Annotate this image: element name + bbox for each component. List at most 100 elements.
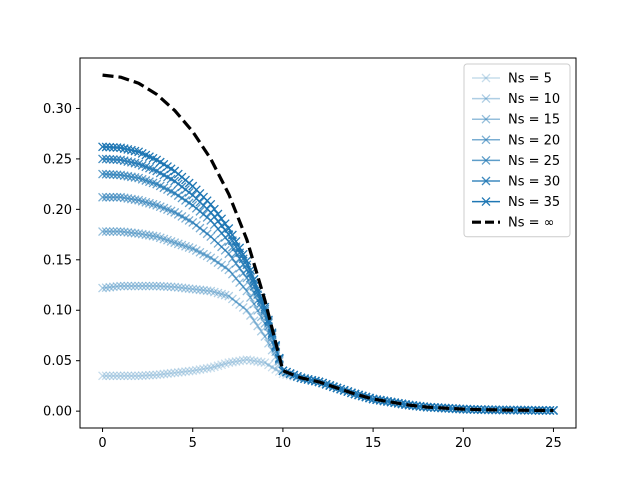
series-ns-5-point bbox=[123, 371, 133, 381]
series-ns-15-point bbox=[227, 269, 237, 279]
series-ns-5-point bbox=[137, 371, 147, 381]
series-ns-10-point bbox=[235, 300, 245, 310]
series-ns-10-point bbox=[260, 332, 270, 341]
series-ns-10-point bbox=[119, 281, 129, 291]
x-tick-label: 20 bbox=[455, 436, 472, 451]
series-ns-35-point bbox=[512, 405, 522, 415]
series-ns-35-point bbox=[368, 394, 378, 404]
series-ns-5-point bbox=[163, 369, 172, 379]
series-ns-5-point bbox=[224, 358, 234, 368]
y-tick-label: 0.10 bbox=[43, 304, 72, 319]
series-ns-35-point bbox=[415, 401, 425, 411]
series-ns-5-point bbox=[238, 355, 248, 365]
legend: Ns = 5 Ns = 10 Ns = 15 Ns = 20 Ns = 25 Ns = 3… bbox=[463, 63, 571, 238]
series-ns-10-point bbox=[98, 283, 108, 293]
series-ns-5-point bbox=[213, 361, 223, 371]
series-ns-35-point bbox=[242, 256, 252, 266]
series-ns-10-point bbox=[213, 288, 223, 298]
series-ns-10-point bbox=[256, 326, 266, 336]
series-ns-10-point bbox=[220, 290, 230, 300]
legend-marker bbox=[481, 155, 491, 165]
series-ns-10-point bbox=[137, 281, 147, 291]
axes-frame bbox=[79, 57, 577, 429]
legend-marker bbox=[481, 114, 491, 124]
series-ns-5-point bbox=[134, 371, 144, 381]
y-tick-label: 0.05 bbox=[43, 354, 72, 369]
series-ns-10-point bbox=[155, 281, 165, 291]
x-tick-label: 10 bbox=[275, 436, 292, 451]
series-ns-10-point bbox=[112, 281, 122, 291]
series-ns-25-point bbox=[105, 169, 115, 179]
series-ns-10-point bbox=[116, 281, 126, 291]
series-ns-35-point bbox=[108, 142, 118, 152]
series-ns-20-point bbox=[224, 249, 234, 259]
series-ns-5-point bbox=[166, 368, 176, 378]
series-ns-5-point bbox=[119, 371, 129, 381]
series-ns-20-point bbox=[231, 258, 241, 268]
series-ns-35-point bbox=[433, 403, 443, 413]
series-ns-5-point bbox=[231, 357, 241, 366]
series-ns-35-point bbox=[545, 405, 555, 415]
legend-marker bbox=[481, 73, 491, 83]
series-ns-5-point bbox=[271, 364, 281, 374]
series-ns-10-point bbox=[231, 297, 241, 307]
series-ns-15-point bbox=[170, 238, 180, 248]
series-ns-15-point bbox=[130, 228, 140, 238]
series-ns-10-point bbox=[199, 285, 209, 295]
series-ns-35-point bbox=[235, 243, 245, 253]
series-ns-20-point bbox=[126, 194, 136, 204]
series-ns-10-point bbox=[253, 321, 263, 331]
series-ns-5-point bbox=[199, 364, 209, 374]
y-tick-label: 0.25 bbox=[43, 152, 72, 167]
series-ns-15-point bbox=[206, 253, 216, 263]
series-ns-5-point bbox=[202, 363, 212, 373]
series-ns-5-point bbox=[141, 370, 151, 380]
series-ns-35-point bbox=[429, 403, 439, 412]
series-ns-10-point bbox=[170, 282, 180, 292]
series-ns-20-point bbox=[130, 195, 140, 205]
series-ns-10-point bbox=[264, 338, 273, 348]
series-ns-35-point bbox=[224, 224, 234, 233]
legend-label: Ns = 35 bbox=[508, 195, 560, 210]
series-ns-10-point bbox=[173, 282, 183, 292]
series-ns-5-point bbox=[112, 371, 122, 381]
legend-item: Ns = 25 bbox=[472, 154, 560, 169]
series-ns-15-point bbox=[184, 243, 194, 252]
series-ns-10-point bbox=[130, 281, 140, 291]
series-ns-5-point bbox=[206, 363, 216, 373]
series-ns-5-point bbox=[177, 367, 187, 377]
series-ns-10-point bbox=[101, 283, 111, 293]
series-ns-30-point bbox=[126, 157, 136, 167]
series-ns-20-point bbox=[123, 193, 133, 203]
legend-label: Ns = 10 bbox=[508, 92, 560, 107]
legend-item: Ns = ∞ bbox=[472, 216, 554, 231]
series-ns-30-point bbox=[101, 154, 111, 164]
series-ns-10-point bbox=[245, 311, 255, 320]
series-ns-35-point bbox=[105, 142, 115, 152]
series-ns-15-point bbox=[177, 240, 187, 250]
series-ns-35-point bbox=[126, 145, 136, 155]
series-ns-10-point bbox=[195, 285, 205, 295]
series-ns-10-point bbox=[238, 302, 248, 312]
series-ns-15-point bbox=[188, 244, 198, 254]
series-ns-5-point bbox=[267, 362, 277, 372]
series-ns-5-point bbox=[217, 360, 227, 370]
series-ns-15-point bbox=[245, 293, 255, 302]
series-ns-35-point bbox=[447, 404, 457, 413]
legend-item: Ns = 35 bbox=[472, 195, 560, 210]
plot-area bbox=[98, 73, 558, 415]
series-ns-10-point bbox=[166, 282, 176, 292]
series-ns-10-point bbox=[202, 286, 212, 296]
series-ns-35-point bbox=[541, 405, 551, 415]
series-ns-35-point bbox=[213, 209, 223, 219]
series-ns-5-point bbox=[105, 371, 115, 381]
series-ns-5-point bbox=[144, 370, 154, 380]
series-ns-10-point bbox=[163, 282, 172, 292]
series-ns-35-point bbox=[476, 405, 486, 415]
series-ns-15-point bbox=[238, 282, 248, 292]
series-ns-10-point bbox=[227, 294, 237, 304]
legend-marker bbox=[481, 176, 491, 186]
x-axis: 0 5 10 15 20 25 bbox=[98, 428, 562, 451]
series-ns-5-point bbox=[173, 367, 183, 377]
series-ns-10-point bbox=[181, 283, 190, 293]
